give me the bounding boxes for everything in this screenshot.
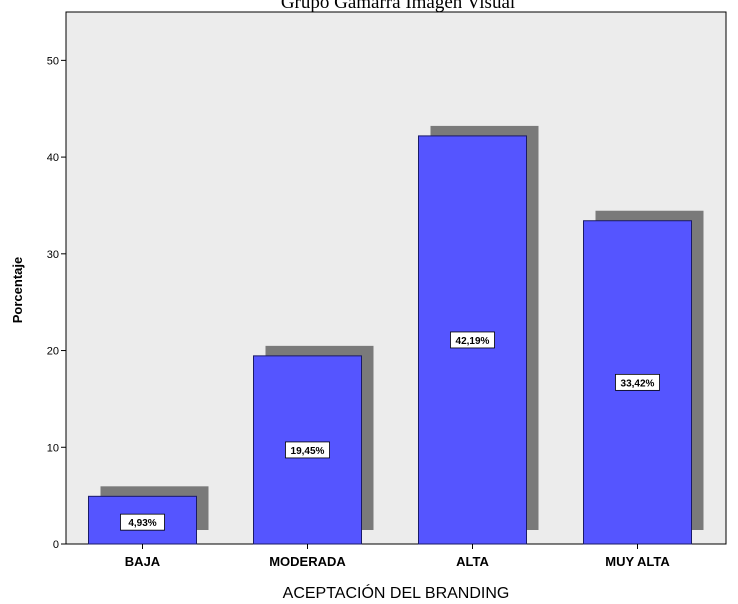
y-tick-label: 20: [47, 346, 59, 358]
data-label: 19,45%: [291, 446, 325, 457]
y-tick-label: 0: [53, 539, 59, 551]
y-axis-label: Porcentaje: [10, 257, 25, 323]
y-tick-label: 50: [47, 55, 59, 67]
data-label: 42,19%: [456, 336, 490, 347]
y-tick-label: 40: [47, 152, 59, 164]
x-tick-label: MODERADA: [269, 554, 346, 569]
x-axis: BAJA MODERADA ALTA MUY ALTA: [125, 544, 671, 569]
x-axis-label: ACEPTACIÓN DEL BRANDING: [283, 583, 510, 602]
y-tick-label: 10: [47, 442, 59, 454]
data-label: 4,93%: [128, 518, 156, 529]
x-tick-label: ALTA: [456, 554, 489, 569]
x-tick-label: MUY ALTA: [605, 554, 670, 569]
chart-title: Grupo Gamarra Imagen Visual: [281, 0, 515, 13]
y-axis: 0 10 20 30 40 50: [47, 55, 66, 551]
data-label: 33,42%: [621, 378, 655, 389]
x-tick-label: BAJA: [125, 554, 161, 569]
y-tick-label: 30: [47, 249, 59, 261]
